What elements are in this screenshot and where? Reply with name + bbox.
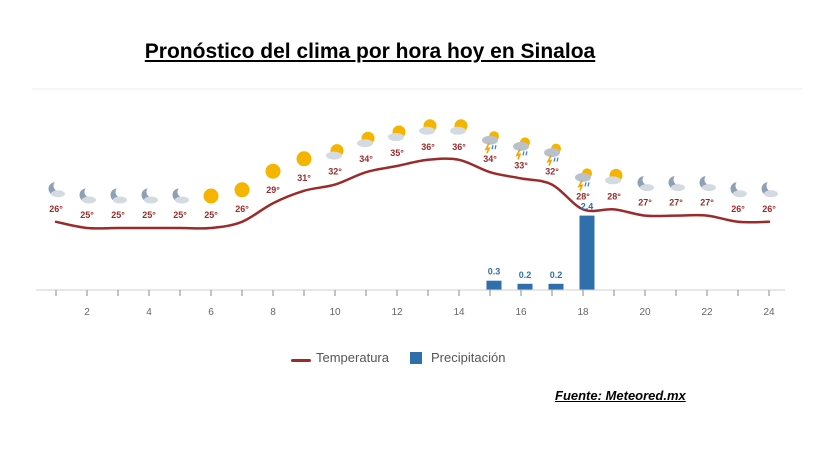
moon-cloud-icon bbox=[79, 186, 96, 204]
sun-cloud-icon bbox=[605, 168, 623, 185]
moon-cloud-icon bbox=[110, 186, 127, 204]
precip-bar bbox=[517, 283, 533, 290]
precip-value-label: 0.2 bbox=[519, 270, 532, 280]
storm-icon bbox=[513, 137, 530, 160]
temperature-value-label: 32° bbox=[545, 167, 559, 177]
temperature-line bbox=[54, 157, 771, 230]
moon-cloud-icon bbox=[141, 186, 158, 204]
moon-cloud-icon bbox=[48, 180, 65, 198]
sun-cloud-icon bbox=[357, 131, 375, 148]
precip-value-label: 0.2 bbox=[550, 270, 563, 280]
sun-cloud-icon bbox=[326, 144, 344, 160]
x-tick-label: 14 bbox=[453, 307, 465, 318]
temperature-value-label: 29° bbox=[266, 185, 280, 195]
legend-precipitation-label: Precipitación bbox=[431, 350, 506, 365]
temperature-value-label: 27° bbox=[700, 198, 714, 208]
temperature-value-label: 35° bbox=[390, 148, 404, 158]
precip-value-label: 2.4 bbox=[581, 202, 594, 212]
temperature-value-label: 32° bbox=[328, 167, 342, 177]
sun-cloud-icon bbox=[450, 119, 468, 135]
storm-icon bbox=[544, 143, 561, 166]
moon-cloud-icon bbox=[637, 174, 654, 192]
x-tick-label: 10 bbox=[329, 307, 341, 318]
sun-icon bbox=[203, 188, 219, 204]
temperature-value-label: 28° bbox=[607, 191, 621, 201]
x-tick-label: 12 bbox=[391, 307, 403, 318]
x-tick-label: 18 bbox=[577, 307, 589, 318]
moon-cloud-icon bbox=[172, 186, 189, 204]
storm-icon bbox=[482, 131, 499, 154]
temperature-value-label: 27° bbox=[638, 198, 652, 208]
temperature-value-label: 26° bbox=[731, 204, 745, 214]
temperature-value-label: 36° bbox=[421, 142, 435, 152]
sun-icon bbox=[296, 151, 312, 167]
legend-precipitation-swatch bbox=[410, 352, 422, 364]
x-tick-label: 24 bbox=[763, 307, 775, 318]
precip-bar bbox=[486, 280, 502, 290]
temperature-value-label: 31° bbox=[297, 173, 311, 183]
temperature-value-label: 34° bbox=[359, 154, 373, 164]
x-tick-label: 4 bbox=[146, 307, 152, 318]
x-tick-label: 16 bbox=[515, 307, 527, 318]
precip-value-label: 0.3 bbox=[488, 267, 501, 277]
temperature-value-label: 36° bbox=[452, 142, 466, 152]
x-tick-label: 2 bbox=[84, 307, 90, 318]
hourly-forecast-chart: 2 4 6 8 10 12 14 16 18 20 22 24 26°25° 25° 25° 25° 25°2… bbox=[32, 88, 803, 318]
temperature-value-label: 25° bbox=[173, 210, 187, 220]
temperature-value-label: 33° bbox=[514, 160, 528, 170]
temperature-value-label: 26° bbox=[49, 204, 63, 214]
x-tick-label: 22 bbox=[701, 307, 713, 318]
temperature-value-label: 26° bbox=[235, 204, 249, 214]
temperature-value-label: 27° bbox=[669, 198, 683, 208]
moon-cloud-icon bbox=[699, 174, 716, 192]
temperature-value-label: 26° bbox=[762, 204, 776, 214]
x-tick-label: 20 bbox=[639, 307, 651, 318]
chart-title: Pronóstico del clima por hora hoy en Sin… bbox=[144, 40, 596, 63]
precip-bar bbox=[579, 215, 595, 290]
moon-cloud-icon bbox=[668, 174, 685, 192]
temperature-value-label: 25° bbox=[142, 210, 156, 220]
temperature-value-label: 34° bbox=[483, 154, 497, 164]
temperature-value-label: 25° bbox=[80, 210, 94, 220]
sun-icon bbox=[265, 163, 281, 179]
legend-temperature-swatch bbox=[291, 359, 311, 362]
temperature-value-label: 25° bbox=[204, 210, 218, 220]
sun-icon bbox=[234, 182, 250, 198]
x-tick-label: 6 bbox=[208, 307, 214, 318]
storm-icon bbox=[575, 168, 592, 191]
moon-cloud-icon bbox=[730, 180, 747, 198]
sun-cloud-icon bbox=[419, 119, 437, 135]
sun-cloud-icon bbox=[388, 125, 406, 141]
moon-cloud-icon bbox=[761, 180, 778, 198]
x-tick-label: 8 bbox=[270, 307, 276, 318]
legend-temperature-label: Temperatura bbox=[316, 350, 389, 365]
temperature-value-label: 25° bbox=[111, 210, 125, 220]
source-credit: Fuente: Meteored.mx bbox=[555, 388, 686, 403]
precip-bar bbox=[548, 283, 564, 290]
temperature-value-label: 28° bbox=[576, 191, 590, 201]
